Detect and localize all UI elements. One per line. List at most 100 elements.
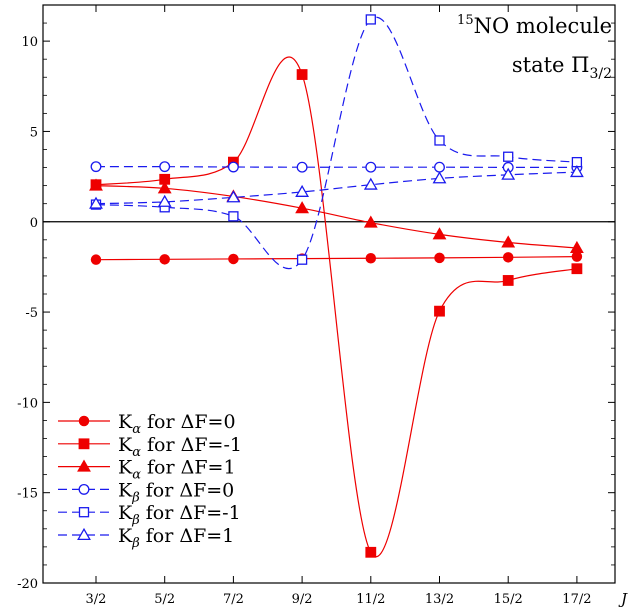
data-point: [159, 161, 171, 173]
data-point: [434, 161, 445, 173]
data-point: [502, 275, 514, 286]
data-point: [296, 69, 308, 80]
data-point: [228, 253, 239, 265]
x-tick-label: 9/2: [292, 592, 313, 607]
data-point: [365, 161, 377, 173]
legend-symbol: K: [118, 411, 133, 433]
legend-rest: for ΔF=-1: [141, 434, 242, 456]
series-layer: [89, 14, 584, 558]
legend-entry: Kβ for ΔF=1: [58, 525, 234, 551]
data-point: [89, 196, 103, 209]
legend-entry: Kα for ΔF=-1: [58, 434, 242, 460]
annotation: 15NO molecule state Π3/2: [457, 13, 612, 82]
series-line: [95, 166, 577, 168]
data-point: [502, 252, 514, 263]
legend-subscript: α: [132, 445, 141, 460]
series-3: [89, 178, 584, 253]
data-point: [227, 161, 239, 173]
series-line: [95, 56, 578, 557]
series-2: [90, 56, 583, 558]
data-point: [90, 254, 102, 265]
legend-symbol: K: [118, 502, 133, 524]
data-point: [501, 235, 516, 248]
data-point: [365, 546, 377, 558]
data-point: [434, 252, 445, 264]
y-tick-label: -20: [17, 577, 38, 592]
legend-marker: [78, 507, 90, 518]
data-point: [365, 252, 377, 264]
data-point: [432, 227, 447, 240]
legend-marker: [78, 415, 90, 427]
series-1: [90, 251, 583, 265]
y-tick-label: -5: [25, 306, 38, 321]
legend-rest: for ΔF=-1: [140, 502, 241, 524]
data-point: [295, 201, 310, 214]
data-point: [296, 161, 308, 173]
legend-label: Kβ for ΔF=1: [118, 525, 234, 551]
legend-subscript: β: [131, 513, 140, 528]
legend-symbol: K: [118, 457, 133, 479]
legend-marker: [77, 527, 91, 540]
x-tick-label: 17/2: [562, 592, 591, 607]
x-tick-label: 11/2: [356, 592, 385, 607]
legend-symbol: K: [118, 434, 133, 456]
annotation-state: state Π: [512, 53, 590, 77]
y-tick-label: 10: [21, 35, 38, 50]
data-point: [571, 263, 583, 275]
legend-entry: Kα for ΔF=0: [58, 411, 236, 437]
legend-subscript: α: [132, 422, 141, 437]
legend-entry: Kβ for ΔF=-1: [58, 502, 241, 528]
legend-symbol: K: [118, 479, 133, 501]
axes: -20 -15 -10 -5 0 5 10 3/2 5/2 7/2 9/2 11/2 13/2 15/2 1…: [17, 4, 615, 607]
data-point: [295, 184, 310, 197]
y-tick-label: -15: [17, 487, 38, 502]
legend-marker: [78, 483, 90, 495]
data-point: [296, 254, 308, 265]
legend-label: Kα for ΔF=-1: [118, 434, 242, 460]
annotation-molecule: NO molecule: [474, 14, 612, 38]
data-point: [89, 178, 103, 191]
data-point: [157, 194, 172, 207]
series-line: [95, 256, 577, 261]
data-point: [90, 161, 102, 173]
series-line: [95, 185, 577, 249]
legend-label: Kα for ΔF=0: [118, 411, 236, 437]
data-point: [434, 305, 445, 317]
legend-subscript: β: [131, 490, 140, 505]
legend-marker: [78, 438, 90, 450]
data-point: [365, 14, 376, 25]
data-point: [228, 211, 239, 222]
legend-subscript: α: [132, 468, 141, 483]
data-point: [501, 167, 516, 180]
legend-symbol: K: [118, 525, 133, 547]
x-tick-label: 3/2: [86, 592, 107, 607]
data-point: [571, 251, 583, 262]
data-point: [363, 215, 378, 228]
data-point: [226, 190, 241, 203]
data-point: [157, 181, 172, 194]
x-axis-label: J: [618, 590, 628, 608]
legend-subscript: β: [131, 536, 140, 551]
y-tick-label: 5: [30, 125, 38, 140]
annotation-line-1: 15NO molecule: [457, 13, 612, 38]
data-point: [503, 151, 514, 162]
y-tick-label: -10: [17, 396, 38, 411]
legend: Kα for ΔF=0Kα for ΔF=-1Kα for ΔF=1Kβ for…: [58, 411, 242, 551]
annotation-line-2: state Π3/2: [512, 53, 612, 82]
annotation-superscript: 15: [457, 13, 474, 28]
data-point: [434, 135, 445, 146]
annotation-subscript: 3/2: [589, 66, 612, 82]
legend-rest: for ΔF=0: [140, 479, 235, 501]
data-point: [569, 240, 584, 253]
legend-label: Kβ for ΔF=-1: [118, 502, 241, 528]
x-tick-label: 7/2: [223, 592, 244, 607]
legend-entry: Kβ for ΔF=0: [58, 479, 234, 505]
legend-marker: [77, 459, 91, 472]
series-5: [90, 14, 583, 270]
legend-label: Kβ for ΔF=0: [118, 479, 234, 505]
x-tick-label: 13/2: [425, 592, 454, 607]
data-point: [432, 171, 447, 184]
x-tick-label: 15/2: [494, 592, 523, 607]
series-line: [95, 171, 577, 205]
